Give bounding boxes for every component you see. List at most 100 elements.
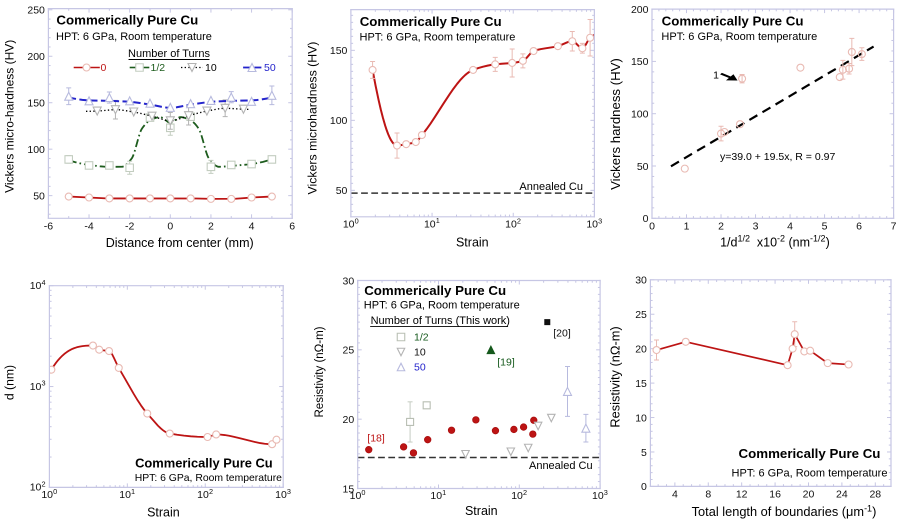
svg-text:1 0 3: 1 0 3 [592, 486, 608, 503]
svg-text:50: 50 [264, 62, 276, 74]
svg-text:Commerically Pure Cu: Commerically Pure Cu [662, 13, 804, 28]
svg-text:-6: -6 [44, 220, 53, 232]
svg-text:-2: -2 [125, 220, 134, 232]
svg-text:Annealed Cu: Annealed Cu [529, 460, 593, 472]
svg-text:10: 10 [414, 347, 426, 359]
svg-text:4: 4 [249, 220, 255, 232]
svg-text:0: 0 [641, 481, 647, 493]
svg-text:Number of Turns (This work): Number of Turns (This work) [371, 315, 510, 327]
svg-text:6: 6 [289, 220, 295, 232]
svg-text:Commerically Pure Cu: Commerically Pure Cu [135, 456, 273, 471]
svg-text:0: 0 [643, 213, 649, 225]
svg-text:HPT: 6 GPa, Room temperature: HPT: 6 GPa, Room temperature [364, 299, 520, 311]
svg-text:HPT: 6 GPa, Room temperature: HPT: 6 GPa, Room temperature [360, 32, 516, 44]
svg-text:Distance from center (mm): Distance from center (mm) [106, 236, 254, 250]
svg-text:4: 4 [787, 220, 793, 232]
svg-text:30: 30 [635, 275, 647, 287]
svg-text:): ) [826, 235, 830, 249]
svg-text:1 0 1: 1 0 1 [424, 214, 440, 231]
svg-text:50: 50 [637, 161, 649, 173]
svg-text:1 0 2: 1 0 2 [505, 214, 521, 231]
svg-text:1/2: 1/2 [151, 62, 166, 74]
svg-text:15: 15 [635, 378, 647, 390]
svg-text:x10: x10 [750, 235, 777, 249]
svg-text:): ) [872, 504, 876, 519]
svg-text:[18]: [18] [367, 433, 385, 445]
svg-text:25: 25 [343, 345, 355, 357]
svg-text:0: 0 [167, 220, 173, 232]
svg-text:Strain: Strain [147, 505, 180, 519]
svg-text:2: 2 [208, 220, 214, 232]
svg-text:Vickers micro-hardness (HV): Vickers micro-hardness (HV) [3, 40, 17, 193]
svg-text:5: 5 [822, 220, 828, 232]
svg-text:100: 100 [631, 109, 649, 121]
svg-text:50: 50 [33, 190, 45, 202]
svg-text:1 0 2: 1 0 2 [511, 486, 527, 503]
svg-text:Resistivity (nΩ-m): Resistivity (nΩ-m) [314, 326, 326, 417]
svg-text:1 0 0: 1 0 0 [343, 214, 359, 231]
svg-text:6: 6 [856, 220, 862, 232]
svg-text:1 0 2: 1 0 2 [30, 478, 46, 495]
svg-text:8: 8 [705, 489, 711, 501]
svg-text:1 0 2: 1 0 2 [197, 485, 213, 502]
svg-text:20: 20 [343, 414, 355, 426]
svg-text:Commerically Pure Cu: Commerically Pure Cu [360, 14, 502, 29]
svg-text:HPT: 6 GPa, Room temperature: HPT: 6 GPa, Room temperature [661, 31, 817, 43]
svg-text:y=39.0 + 19.5x, R = 0.97: y=39.0 + 19.5x, R = 0.97 [720, 151, 835, 163]
svg-text:Total length of boundaries (μm: Total length of boundaries (μm [692, 504, 864, 519]
svg-text:50: 50 [336, 185, 348, 197]
svg-text:16: 16 [769, 489, 781, 501]
svg-text:Commerically Pure Cu: Commerically Pure Cu [364, 283, 506, 298]
svg-text:HPT: 6 GPa, Room temperature: HPT: 6 GPa, Room temperature [56, 31, 212, 43]
svg-text:12: 12 [736, 489, 748, 501]
svg-text:[19]: [19] [497, 357, 515, 369]
svg-text:200: 200 [27, 51, 45, 63]
svg-text:5: 5 [641, 447, 647, 459]
svg-text:4: 4 [672, 489, 678, 501]
svg-text:0: 0 [101, 62, 107, 74]
svg-text:1: 1 [684, 220, 690, 232]
svg-text:15: 15 [343, 483, 355, 495]
svg-text:1 0 1: 1 0 1 [119, 485, 135, 502]
svg-text:1 0 0: 1 0 0 [350, 486, 366, 503]
svg-text:1 0 1: 1 0 1 [430, 486, 446, 503]
svg-text:Vickers microhardness (HV): Vickers microhardness (HV) [305, 42, 319, 195]
svg-text:-4: -4 [84, 220, 93, 232]
svg-text:24: 24 [836, 489, 848, 501]
svg-text:28: 28 [869, 489, 881, 501]
svg-text:10: 10 [205, 62, 217, 74]
svg-text:250: 250 [27, 5, 45, 17]
svg-text:Strain: Strain [465, 504, 498, 518]
svg-text:200: 200 [631, 4, 649, 16]
svg-text:1 0 3: 1 0 3 [275, 485, 291, 502]
svg-text:d (nm): d (nm) [2, 365, 16, 400]
svg-text:-2: -2 [777, 234, 785, 244]
svg-text:150: 150 [27, 98, 45, 110]
svg-text:[20]: [20] [553, 328, 571, 340]
svg-text:-1: -1 [864, 503, 872, 513]
svg-text:100: 100 [27, 144, 45, 156]
svg-text:1/2: 1/2 [414, 332, 429, 344]
svg-text:HPT: 6 GPa, Room temperature: HPT: 6 GPa, Room temperature [732, 467, 888, 479]
svg-text:20: 20 [803, 489, 815, 501]
svg-text:1/d: 1/d [720, 235, 737, 249]
svg-text:-1/2: -1/2 [810, 234, 826, 244]
svg-text:100: 100 [330, 115, 348, 127]
svg-text:25: 25 [635, 309, 647, 321]
svg-text:1: 1 [713, 70, 719, 82]
svg-text:150: 150 [330, 45, 348, 57]
svg-text:Annealed Cu: Annealed Cu [519, 181, 583, 193]
svg-text:3: 3 [753, 220, 759, 232]
svg-text:Resistivity (nΩ-m): Resistivity (nΩ-m) [607, 326, 622, 427]
svg-text:Strain: Strain [456, 235, 489, 249]
svg-text:HPT: 6 GPa, Room temperature: HPT: 6 GPa, Room temperature [135, 473, 282, 484]
svg-text:Commerically Pure Cu: Commerically Pure Cu [739, 446, 881, 461]
svg-text:Number of Turns: Number of Turns [128, 48, 210, 60]
svg-text:30: 30 [343, 275, 355, 287]
svg-text:0: 0 [649, 220, 655, 232]
svg-text:1 0 3: 1 0 3 [586, 214, 602, 231]
svg-text:1 0 4: 1 0 4 [30, 276, 46, 293]
svg-text:(nm: (nm [785, 235, 810, 249]
svg-text:7: 7 [891, 220, 897, 232]
svg-text:20: 20 [635, 343, 647, 355]
